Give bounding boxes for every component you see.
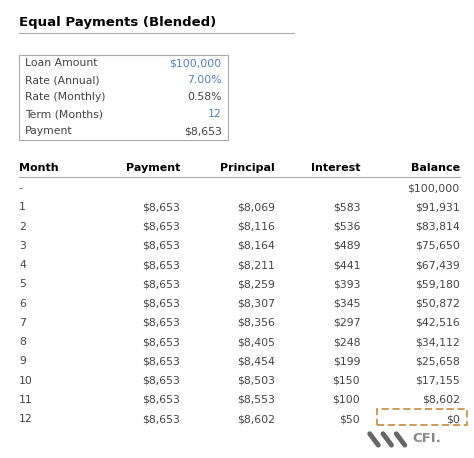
Text: $8,405: $8,405 [237,337,275,347]
Text: $536: $536 [333,222,360,232]
Text: $583: $583 [333,202,360,213]
Text: $150: $150 [333,376,360,386]
Text: $8,653: $8,653 [142,241,180,251]
Text: $8,069: $8,069 [237,202,275,213]
Text: CFI.: CFI. [412,432,441,445]
Text: $8,553: $8,553 [237,395,275,405]
Text: 10: 10 [19,376,33,386]
Text: $8,116: $8,116 [237,222,275,232]
Text: 7: 7 [19,318,26,328]
Text: $8,653: $8,653 [142,337,180,347]
Text: $489: $489 [333,241,360,251]
Text: $8,653: $8,653 [142,395,180,405]
Text: $8,356: $8,356 [237,318,275,328]
Text: $199: $199 [333,356,360,366]
Text: 5: 5 [19,279,26,289]
Text: $345: $345 [333,299,360,309]
Text: $8,602: $8,602 [422,395,460,405]
Text: $8,653: $8,653 [142,202,180,213]
Text: 12: 12 [19,414,33,424]
Text: $0: $0 [446,414,460,424]
Text: $50,872: $50,872 [415,299,460,309]
FancyBboxPatch shape [377,409,467,425]
Text: $8,653: $8,653 [142,260,180,270]
Text: 1: 1 [19,202,26,213]
Text: $100,000: $100,000 [170,59,222,68]
Text: 7.00%: 7.00% [187,76,222,85]
Text: $8,653: $8,653 [142,318,180,328]
Text: 4: 4 [19,260,26,270]
Text: $8,503: $8,503 [237,376,275,386]
Text: $441: $441 [333,260,360,270]
Text: $91,931: $91,931 [415,202,460,213]
Text: -: - [19,183,23,193]
Text: $8,307: $8,307 [237,299,275,309]
Text: Payment: Payment [25,126,72,136]
Text: 12: 12 [208,109,222,119]
Text: 0.58%: 0.58% [187,93,222,102]
Text: 2: 2 [19,222,26,232]
Text: $393: $393 [333,279,360,289]
Text: $25,658: $25,658 [415,356,460,366]
Text: 3: 3 [19,241,26,251]
Text: $8,653: $8,653 [142,222,180,232]
FancyBboxPatch shape [19,55,228,140]
Text: $8,653: $8,653 [142,356,180,366]
Text: 6: 6 [19,299,26,309]
Text: Interest: Interest [311,163,360,173]
Text: Principal: Principal [220,163,275,173]
Text: $8,164: $8,164 [237,241,275,251]
Text: $248: $248 [333,337,360,347]
Text: $8,454: $8,454 [237,356,275,366]
Text: Rate (Monthly): Rate (Monthly) [25,93,105,102]
Text: Balance: Balance [410,163,460,173]
Text: 11: 11 [19,395,33,405]
Text: $8,653: $8,653 [142,376,180,386]
Text: $297: $297 [333,318,360,328]
Text: Loan Amount: Loan Amount [25,59,97,68]
Text: 8: 8 [19,337,26,347]
Text: $8,653: $8,653 [142,414,180,424]
Text: $75,650: $75,650 [415,241,460,251]
Text: $67,439: $67,439 [415,260,460,270]
Text: $42,516: $42,516 [415,318,460,328]
Text: $100: $100 [332,395,360,405]
Text: $8,653: $8,653 [142,299,180,309]
Text: $8,653: $8,653 [184,126,222,136]
Text: $59,180: $59,180 [415,279,460,289]
Text: Payment: Payment [126,163,180,173]
Text: $17,155: $17,155 [415,376,460,386]
Text: Month: Month [19,163,59,173]
Text: Rate (Annual): Rate (Annual) [25,76,99,85]
Text: 9: 9 [19,356,26,366]
Text: Term (Months): Term (Months) [25,109,103,119]
Text: $83,814: $83,814 [415,222,460,232]
Text: $8,211: $8,211 [237,260,275,270]
Text: $34,112: $34,112 [415,337,460,347]
Text: $8,259: $8,259 [237,279,275,289]
Text: Equal Payments (Blended): Equal Payments (Blended) [19,16,216,29]
Text: $50: $50 [339,414,360,424]
Text: $100,000: $100,000 [408,183,460,193]
Text: $8,653: $8,653 [142,279,180,289]
Text: $8,602: $8,602 [237,414,275,424]
